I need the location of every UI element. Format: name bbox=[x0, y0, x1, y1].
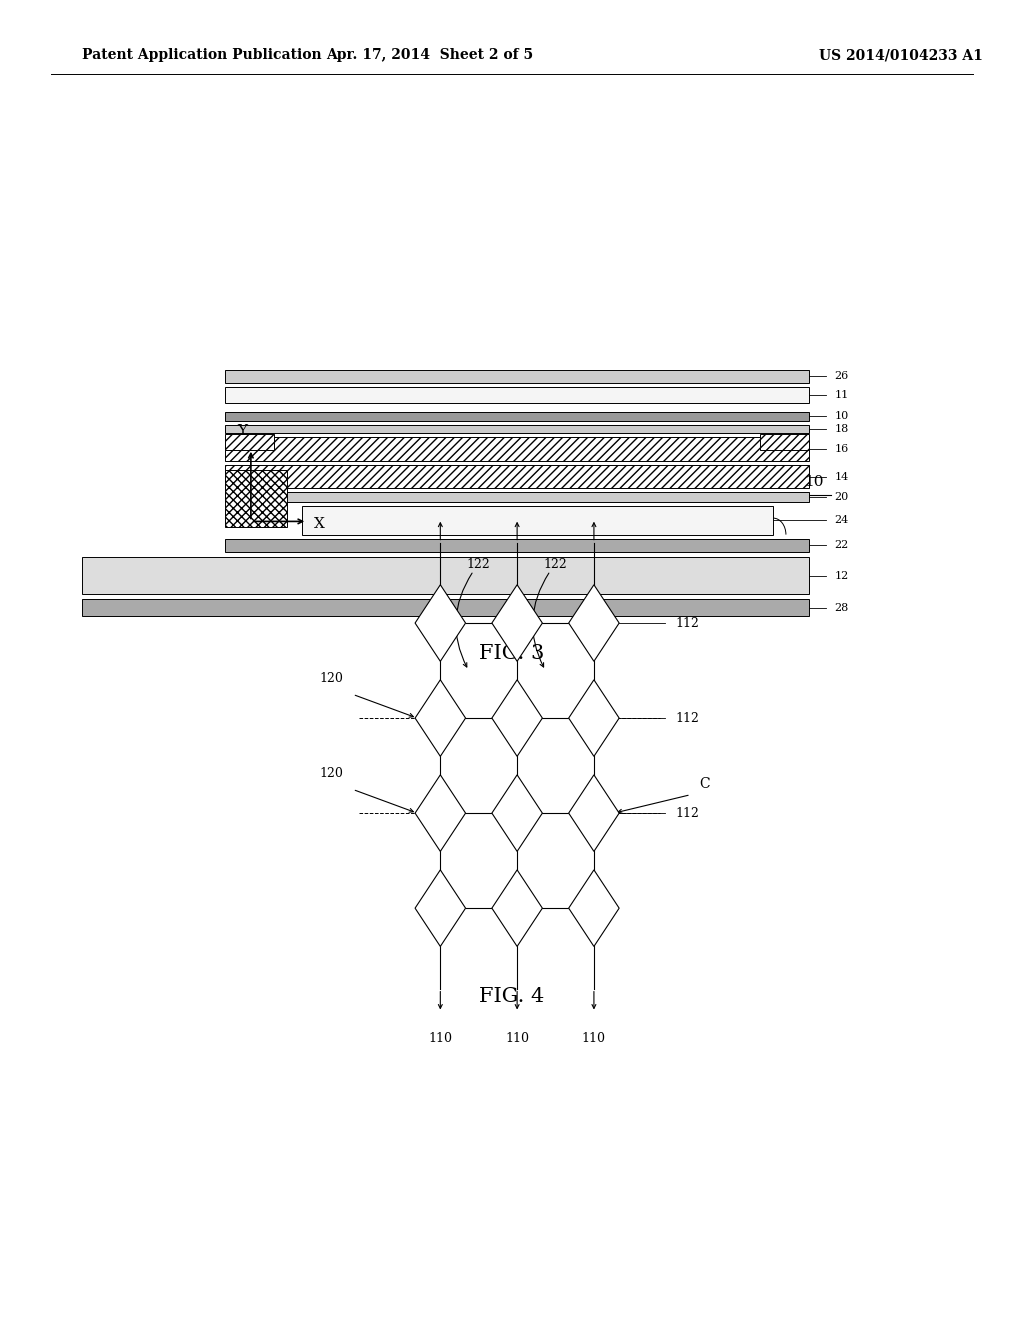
Text: FIG. 4: FIG. 4 bbox=[479, 987, 545, 1006]
Text: 10: 10 bbox=[804, 475, 824, 488]
Text: 112: 112 bbox=[676, 807, 699, 820]
Bar bbox=[82, 599, 809, 616]
Bar bbox=[225, 539, 809, 552]
Text: X: X bbox=[314, 517, 326, 531]
Bar bbox=[225, 425, 809, 433]
Text: 26: 26 bbox=[835, 371, 849, 381]
Text: 16: 16 bbox=[835, 444, 849, 454]
Polygon shape bbox=[568, 775, 620, 851]
Text: 22: 22 bbox=[835, 540, 849, 550]
Polygon shape bbox=[492, 585, 543, 661]
Polygon shape bbox=[415, 680, 466, 756]
Text: Apr. 17, 2014  Sheet 2 of 5: Apr. 17, 2014 Sheet 2 of 5 bbox=[327, 49, 534, 62]
Bar bbox=[82, 557, 809, 594]
Text: 24: 24 bbox=[835, 515, 849, 525]
Text: 10: 10 bbox=[835, 412, 849, 421]
Polygon shape bbox=[492, 775, 543, 851]
Polygon shape bbox=[492, 870, 543, 946]
Bar bbox=[225, 465, 809, 488]
Text: 11: 11 bbox=[835, 389, 849, 400]
Text: 112: 112 bbox=[676, 711, 699, 725]
Text: 122: 122 bbox=[467, 558, 490, 570]
Text: 18: 18 bbox=[835, 424, 849, 434]
Polygon shape bbox=[568, 680, 620, 756]
Text: 112: 112 bbox=[676, 616, 699, 630]
Text: 122: 122 bbox=[544, 558, 567, 570]
Bar bbox=[225, 470, 287, 527]
Text: 14: 14 bbox=[835, 471, 849, 482]
Bar bbox=[225, 492, 809, 502]
Text: Y: Y bbox=[238, 424, 248, 438]
Text: 28: 28 bbox=[835, 603, 849, 612]
Polygon shape bbox=[568, 870, 620, 946]
Polygon shape bbox=[415, 775, 466, 851]
Polygon shape bbox=[568, 585, 620, 661]
Bar bbox=[225, 387, 809, 403]
Text: Patent Application Publication: Patent Application Publication bbox=[82, 49, 322, 62]
Bar bbox=[225, 370, 809, 383]
Bar bbox=[760, 434, 809, 450]
Text: 110: 110 bbox=[505, 1032, 529, 1045]
Text: 120: 120 bbox=[319, 672, 344, 685]
Polygon shape bbox=[415, 585, 466, 661]
Text: 12: 12 bbox=[835, 570, 849, 581]
Text: 110: 110 bbox=[582, 1032, 606, 1045]
Bar bbox=[225, 437, 809, 461]
Polygon shape bbox=[492, 680, 543, 756]
Text: FIG. 3: FIG. 3 bbox=[479, 644, 545, 663]
Bar bbox=[302, 506, 773, 535]
Text: 20: 20 bbox=[835, 492, 849, 502]
Bar bbox=[225, 412, 809, 421]
Text: US 2014/0104233 A1: US 2014/0104233 A1 bbox=[819, 49, 983, 62]
Polygon shape bbox=[415, 870, 466, 946]
Text: 120: 120 bbox=[319, 767, 344, 780]
Text: C: C bbox=[699, 777, 710, 791]
Bar bbox=[225, 434, 274, 450]
Text: 110: 110 bbox=[428, 1032, 453, 1045]
